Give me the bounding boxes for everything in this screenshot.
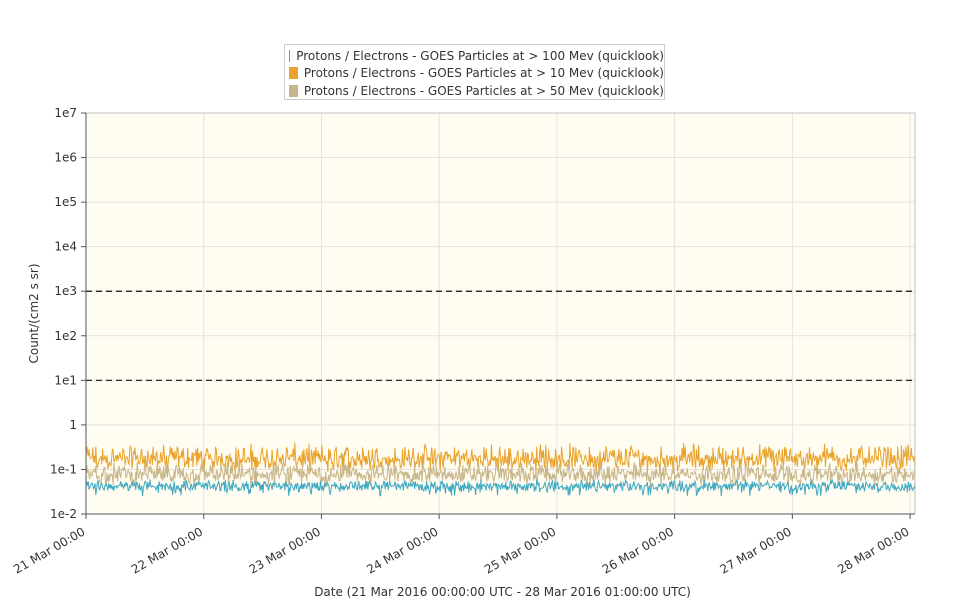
legend-label-100mev: Protons / Electrons - GOES Particles at … [296, 48, 664, 63]
y-tick-label: 1e4 [54, 240, 77, 254]
x-axis-title: Date (21 Mar 2016 00:00:00 UTC - 28 Mar … [314, 585, 691, 599]
legend-item-50mev[interactable]: Protons / Electrons - GOES Particles at … [289, 82, 664, 100]
y-tick-label: 1e5 [54, 195, 77, 209]
plot-area [86, 113, 915, 514]
x-tick-label: 26 Mar 00:00 [600, 524, 676, 576]
x-tick-label: 22 Mar 00:00 [129, 524, 205, 576]
y-tick-label: 1e-2 [50, 507, 77, 521]
series-line-1 [85, 442, 916, 474]
x-tick-label: 27 Mar 00:00 [717, 524, 793, 576]
x-tick-label: 24 Mar 00:00 [364, 524, 440, 576]
legend-swatch-10mev [289, 67, 298, 80]
y-tick-label: 1e3 [54, 284, 77, 298]
y-tick-label: 1e-1 [50, 462, 77, 476]
y-tick-label: 1e7 [54, 106, 77, 120]
legend-item-100mev[interactable]: Protons / Electrons - GOES Particles at … [289, 47, 664, 65]
chart-legend: Protons / Electrons - GOES Particles at … [284, 44, 665, 100]
legend-label-10mev: Protons / Electrons - GOES Particles at … [303, 66, 664, 81]
legend-swatch-50mev [289, 84, 298, 97]
legend-label-50mev: Protons / Electrons - GOES Particles at … [303, 83, 664, 98]
y-tick-label: 1 [69, 418, 77, 432]
y-tick-label: 1e1 [54, 373, 77, 387]
y-axis-title: Count/(cm2 s sr) [27, 263, 41, 363]
series-line-0 [85, 477, 916, 497]
x-tick-label: 21 Mar 00:00 [11, 524, 87, 576]
y-tick-label: 1e2 [54, 329, 77, 343]
x-tick-label: 23 Mar 00:00 [247, 524, 323, 576]
x-tick-label: 25 Mar 00:00 [482, 524, 558, 576]
x-tick-label: 28 Mar 00:00 [835, 524, 911, 576]
series-line-2 [85, 461, 916, 488]
y-tick-label: 1e6 [54, 151, 77, 165]
legend-item-10mev[interactable]: Protons / Electrons - GOES Particles at … [289, 65, 664, 83]
threshold-lines [86, 290, 915, 381]
series-group [85, 442, 916, 497]
legend-swatch-100mev [289, 49, 291, 62]
